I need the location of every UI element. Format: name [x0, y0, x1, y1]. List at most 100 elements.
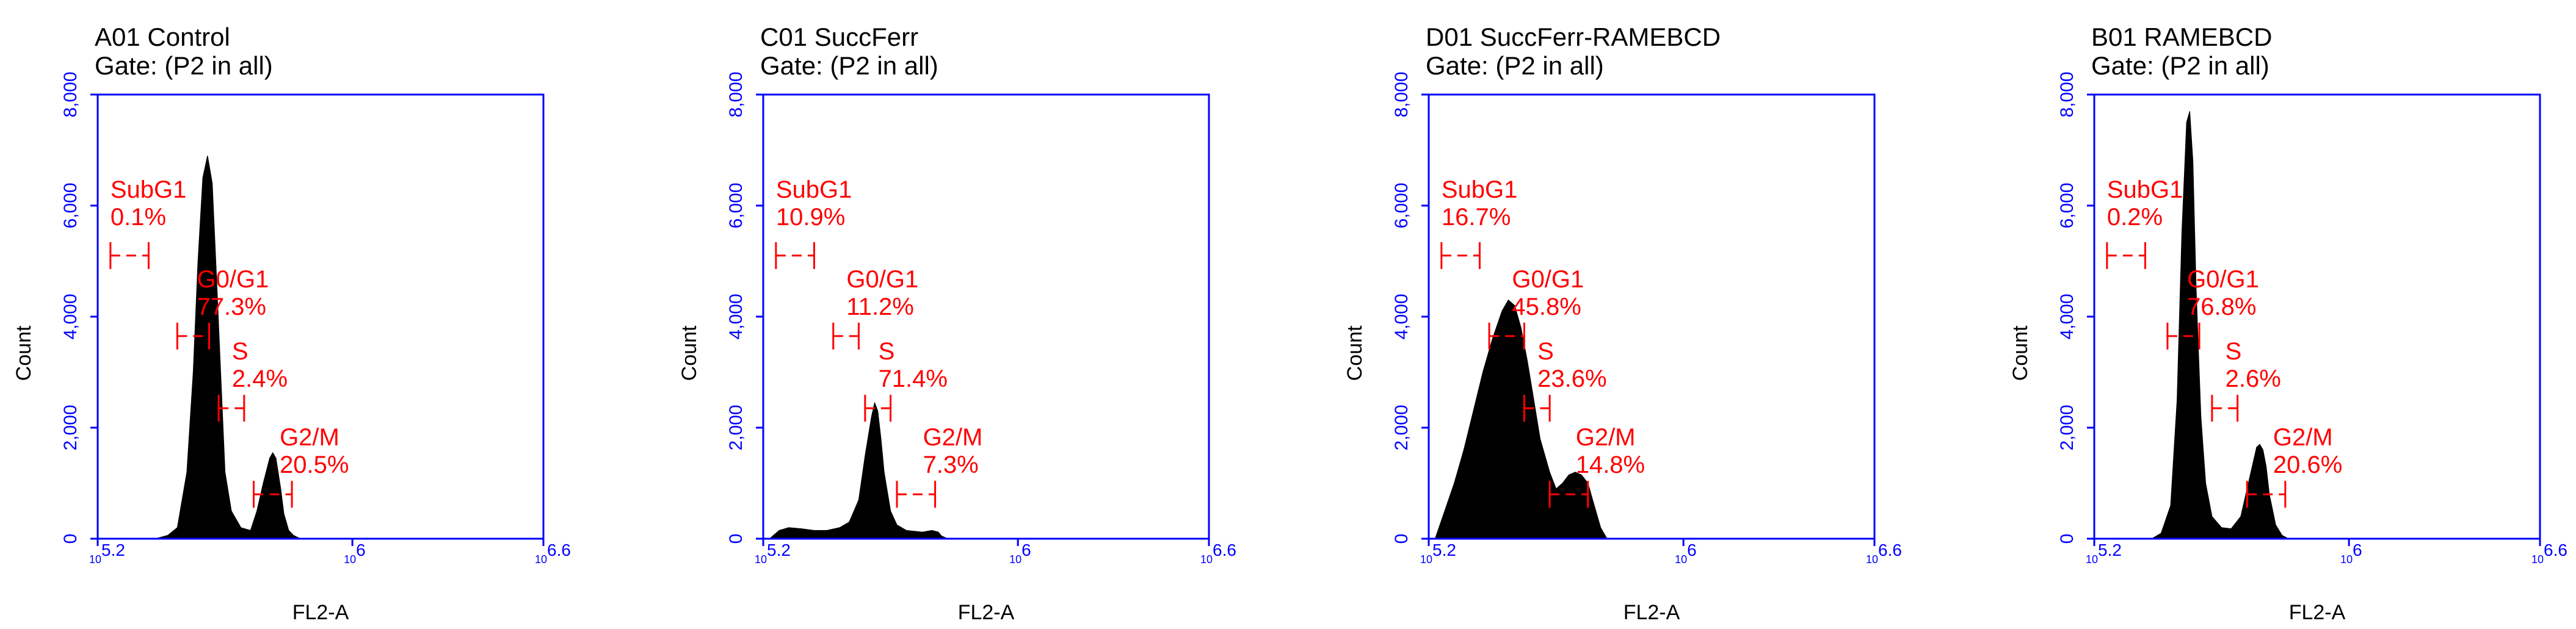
x-tick-exponent: 5.2 [767, 541, 791, 559]
y-tick-label: 2,000 [726, 404, 746, 450]
y-tick-label: 8,000 [2057, 71, 2077, 117]
x-tick-base: 10 [1420, 553, 1432, 566]
gate-name: G2/M [1576, 424, 1636, 451]
chart-title: C01 SuccFerr [760, 23, 918, 51]
gate-percent: 20.6% [2273, 451, 2342, 478]
gate-name: S [1537, 338, 1554, 365]
gate-percent: 0.1% [111, 204, 166, 231]
histogram-panel-4: B01 RAMEBCD Gate: (P2 in all) 0 2,000 4,000 6… [1997, 0, 2576, 629]
x-tick-exponent: 6 [356, 541, 366, 559]
gate-name: S [2226, 338, 2242, 365]
y-tick-label: 4,000 [1391, 293, 1412, 339]
histogram-area [1434, 299, 1608, 539]
x-tick-label: 105.2 [755, 541, 791, 566]
y-tick-label: 0 [726, 534, 746, 544]
gate-name: S [232, 338, 249, 365]
gate-percent: 2.4% [232, 365, 288, 392]
y-tick-label: 2,000 [60, 404, 81, 450]
histogram-panel-3: D01 SuccFerr-RAMEBCD Gate: (P2 in all) 0 2,… [1331, 0, 1966, 629]
gate-percent: 45.8% [1512, 293, 1581, 320]
gate-name: G2/M [280, 424, 339, 451]
y-tick-label: 6,000 [1391, 182, 1412, 228]
histogram-area [2151, 111, 2289, 539]
chart-subtitle: Gate: (P2 in all) [95, 51, 273, 80]
x-tick-label: 105.2 [89, 541, 125, 566]
y-tick-label: 0 [60, 534, 81, 544]
y-tick-label: 6,000 [60, 182, 81, 228]
y-axis-label: Count [2009, 325, 2032, 381]
x-tick-base: 10 [2086, 553, 2098, 566]
chart-title: B01 RAMEBCD [2091, 23, 2272, 51]
x-tick-base: 10 [344, 553, 356, 566]
chart-subtitle: Gate: (P2 in all) [1426, 51, 1604, 80]
y-tick-label: 6,000 [726, 182, 746, 228]
x-axis-label: FL2-A [958, 601, 1015, 624]
x-tick-base: 10 [2531, 553, 2544, 566]
y-axis-label: Count [1343, 325, 1366, 381]
gate-percent: 16.7% [1442, 204, 1511, 231]
x-tick-exponent: 5.2 [1432, 541, 1456, 559]
chart-title: D01 SuccFerr-RAMEBCD [1426, 23, 1721, 51]
x-tick-label: 106.6 [535, 541, 571, 566]
gate-name: G2/M [923, 424, 983, 451]
y-tick-label: 4,000 [726, 293, 746, 339]
x-tick-base: 10 [1866, 553, 1878, 566]
gate-name: G2/M [2273, 424, 2333, 451]
gate-percent: 10.9% [776, 204, 845, 231]
y-tick-label: 6,000 [2057, 182, 2077, 228]
x-axis-label: FL2-A [1624, 601, 1680, 624]
gate-percent: 71.4% [879, 365, 948, 392]
x-tick-label: 106.6 [1200, 541, 1236, 566]
chart-subtitle: Gate: (P2 in all) [2091, 51, 2269, 80]
x-tick-exponent: 6.6 [547, 541, 571, 559]
gate-name: SubG1 [2107, 176, 2183, 203]
x-tick-label: 106 [344, 541, 366, 566]
gate-name: SubG1 [776, 176, 852, 203]
gate-percent: 20.5% [280, 451, 349, 478]
x-tick-base: 10 [1200, 553, 1213, 566]
gate-percent: 14.8% [1576, 451, 1645, 478]
x-tick-exponent: 6.6 [1213, 541, 1236, 559]
gate-name: G0/G1 [846, 266, 918, 293]
gate-name: SubG1 [1442, 176, 1518, 203]
x-tick-label: 105.2 [1420, 541, 1456, 566]
x-tick-label: 106 [2340, 541, 2362, 566]
y-tick-label: 0 [1391, 534, 1412, 544]
x-tick-exponent: 6 [1021, 541, 1031, 559]
plot-frame [762, 93, 1210, 540]
gate-percent: 11.2% [846, 293, 913, 320]
histogram-area [769, 401, 948, 539]
x-tick-base: 10 [2340, 553, 2353, 566]
x-axis-label: FL2-A [2289, 601, 2346, 624]
y-tick-label: 2,000 [2057, 404, 2077, 450]
gate-name: G0/G1 [197, 266, 269, 293]
gate-percent: 7.3% [923, 451, 979, 478]
y-tick-label: 8,000 [1391, 71, 1412, 117]
x-tick-exponent: 5.2 [101, 541, 125, 559]
y-tick-label: 4,000 [60, 293, 81, 339]
gate-percent: 0.2% [2107, 204, 2163, 231]
x-tick-exponent: 6 [2353, 541, 2362, 559]
x-tick-exponent: 6.6 [1878, 541, 1902, 559]
histogram-panel-2: C01 SuccFerr Gate: (P2 in all) 0 2,000 4,000… [666, 0, 1301, 629]
y-tick-label: 2,000 [1391, 404, 1412, 450]
y-tick-label: 0 [2057, 534, 2077, 544]
gate-name: G0/G1 [1512, 266, 1584, 293]
x-tick-label: 106.6 [1866, 541, 1902, 566]
gate-percent: 23.6% [1537, 365, 1606, 392]
x-tick-base: 10 [89, 553, 101, 566]
x-tick-exponent: 6.6 [2544, 541, 2567, 559]
gate-percent: 76.8% [2187, 293, 2256, 320]
gate-name: SubG1 [111, 176, 187, 203]
x-tick-label: 106 [1675, 541, 1697, 566]
y-axis-label: Count [678, 325, 701, 381]
gate-name: G0/G1 [2187, 266, 2259, 293]
gate-percent: 2.6% [2226, 365, 2281, 392]
x-tick-label: 106.6 [2531, 541, 2567, 566]
x-tick-label: 105.2 [2086, 541, 2122, 566]
y-tick-label: 8,000 [726, 71, 746, 117]
